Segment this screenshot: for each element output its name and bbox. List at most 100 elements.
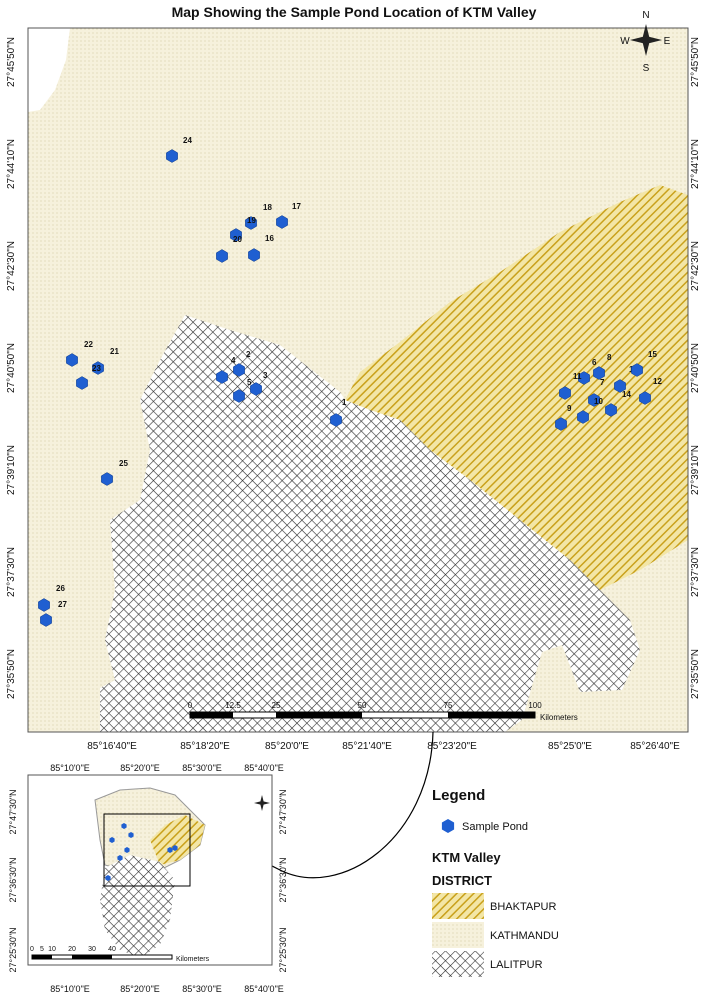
legend-valley: KTM Valley xyxy=(432,850,501,865)
legend-swatch-kathmandu xyxy=(432,922,484,948)
sample-pond xyxy=(605,403,617,417)
inset-pond xyxy=(124,847,130,853)
inset-scale-label: 20 xyxy=(68,946,76,953)
pond-label: 17 xyxy=(292,202,301,211)
sample-pond xyxy=(233,389,245,403)
pond-label: 26 xyxy=(56,584,65,593)
pond-label: 24 xyxy=(183,136,192,145)
pond-label: 16 xyxy=(265,234,274,243)
sample-pond xyxy=(245,216,257,230)
sample-pond xyxy=(578,371,590,385)
inset-scale-unit: Kilometers xyxy=(176,956,210,963)
pond-label: 1 xyxy=(342,398,347,407)
sample-pond xyxy=(233,363,245,377)
legend-district-label: KATHMANDU xyxy=(490,930,559,942)
lon-label: 85°26'40"E xyxy=(630,741,680,752)
inset-lon-top: 85°30'0"E xyxy=(182,763,222,773)
sample-pond xyxy=(230,228,242,242)
lat-label-left: 27°37'30"N xyxy=(6,547,17,597)
sample-pond xyxy=(593,366,605,380)
inset-lon-top: 85°40'0"E xyxy=(244,763,284,773)
sample-pond xyxy=(216,249,228,263)
inset-lon-bottom: 85°40'0"E xyxy=(244,984,284,994)
lon-label: 85°18'20"E xyxy=(180,741,230,752)
legend-swatch-bhaktapur xyxy=(432,893,484,919)
inset-map xyxy=(27,774,273,966)
pond-label: 12 xyxy=(653,377,662,386)
scale-label: 50 xyxy=(358,701,367,710)
inset-pond xyxy=(117,855,123,861)
sample-pond xyxy=(614,379,626,393)
inset-lon-bottom: 85°10'0"E xyxy=(50,984,90,994)
inset-pond xyxy=(109,837,115,843)
compass-n: N xyxy=(642,10,649,21)
pond-label: 23 xyxy=(92,364,101,373)
pond-label: 14 xyxy=(622,390,631,399)
inset-lat-right: 27°25'30"N xyxy=(278,927,288,972)
inset-pond xyxy=(121,823,127,829)
lat-label-left: 27°45'50"N xyxy=(6,37,17,87)
scale-unit: Kilometers xyxy=(540,713,578,722)
sample-pond xyxy=(216,370,228,384)
pond-label: 25 xyxy=(119,459,128,468)
scale-bar xyxy=(189,711,536,719)
lat-label-left: 27°44'10"N xyxy=(6,139,17,189)
sample-pond xyxy=(559,386,571,400)
pond-label: 9 xyxy=(567,404,572,413)
inset-scale-label: 30 xyxy=(88,946,96,953)
compass-w: W xyxy=(620,36,630,47)
inset-lon-bottom: 85°20'0"E xyxy=(120,984,160,994)
sample-pond xyxy=(92,361,104,375)
pond-label: 3 xyxy=(263,371,268,380)
pond-label: 10 xyxy=(594,397,603,406)
pond-label: 8 xyxy=(607,353,612,362)
pond-label: 15 xyxy=(648,350,657,359)
sample-pond xyxy=(101,472,113,486)
pond-label: 20 xyxy=(233,235,242,244)
map-border xyxy=(27,27,689,733)
lat-label-left: 27°42'30"N xyxy=(6,241,17,291)
scale-label: 75 xyxy=(444,701,453,710)
inset-pond xyxy=(172,845,178,851)
lat-label-right: 27°45'50"N xyxy=(690,37,701,87)
inset-lat-right: 27°36'30"N xyxy=(278,857,288,902)
sample-pond xyxy=(577,410,589,424)
pond-label: 21 xyxy=(110,347,119,356)
lat-label-left: 27°40'50"N xyxy=(6,343,17,393)
sample-pond xyxy=(276,215,288,229)
lat-label-left: 27°35'50"N xyxy=(6,649,17,699)
pond-label: 27 xyxy=(58,600,67,609)
lon-label: 85°25'0"E xyxy=(548,741,592,752)
pond-label: 19 xyxy=(247,216,256,225)
inset-lon-top: 85°20'0"E xyxy=(120,763,160,773)
legend-district-label: LALITPUR xyxy=(490,959,543,971)
sample-pond xyxy=(166,149,178,163)
lon-label: 85°20'0"E xyxy=(265,741,309,752)
inset-lat-right: 27°47'30"N xyxy=(278,789,288,834)
outside-area xyxy=(28,28,70,112)
pond-label: 22 xyxy=(84,340,93,349)
map-title: Map Showing the Sample Pond Location of … xyxy=(172,4,537,20)
lat-label-right: 27°44'10"N xyxy=(690,139,701,189)
sample-pond xyxy=(38,598,50,612)
scale-label: 100 xyxy=(528,701,542,710)
sample-pond xyxy=(631,363,643,377)
scale-label: 25 xyxy=(272,701,281,710)
sample-pond xyxy=(250,382,262,396)
inset-pond xyxy=(167,847,173,853)
lon-label: 85°23'20"E xyxy=(427,741,477,752)
lat-label-right: 27°42'30"N xyxy=(690,241,701,291)
legend-title: Legend xyxy=(432,787,485,804)
sample-pond xyxy=(555,417,567,431)
inset-lon-bottom: 85°30'0"E xyxy=(182,984,222,994)
lat-label-left: 27°39'10"N xyxy=(6,445,17,495)
compass-s: S xyxy=(643,63,650,74)
pond-label: 4 xyxy=(231,356,236,365)
legend-district: DISTRICT xyxy=(432,873,492,888)
inset-scale-label: 0 xyxy=(30,946,34,953)
scale-label: 0 xyxy=(188,701,193,710)
inset-lon-top: 85°10'0"E xyxy=(50,763,90,773)
compass-e: E xyxy=(664,36,671,47)
inset-lat-left: 27°47'30"N xyxy=(8,789,18,834)
